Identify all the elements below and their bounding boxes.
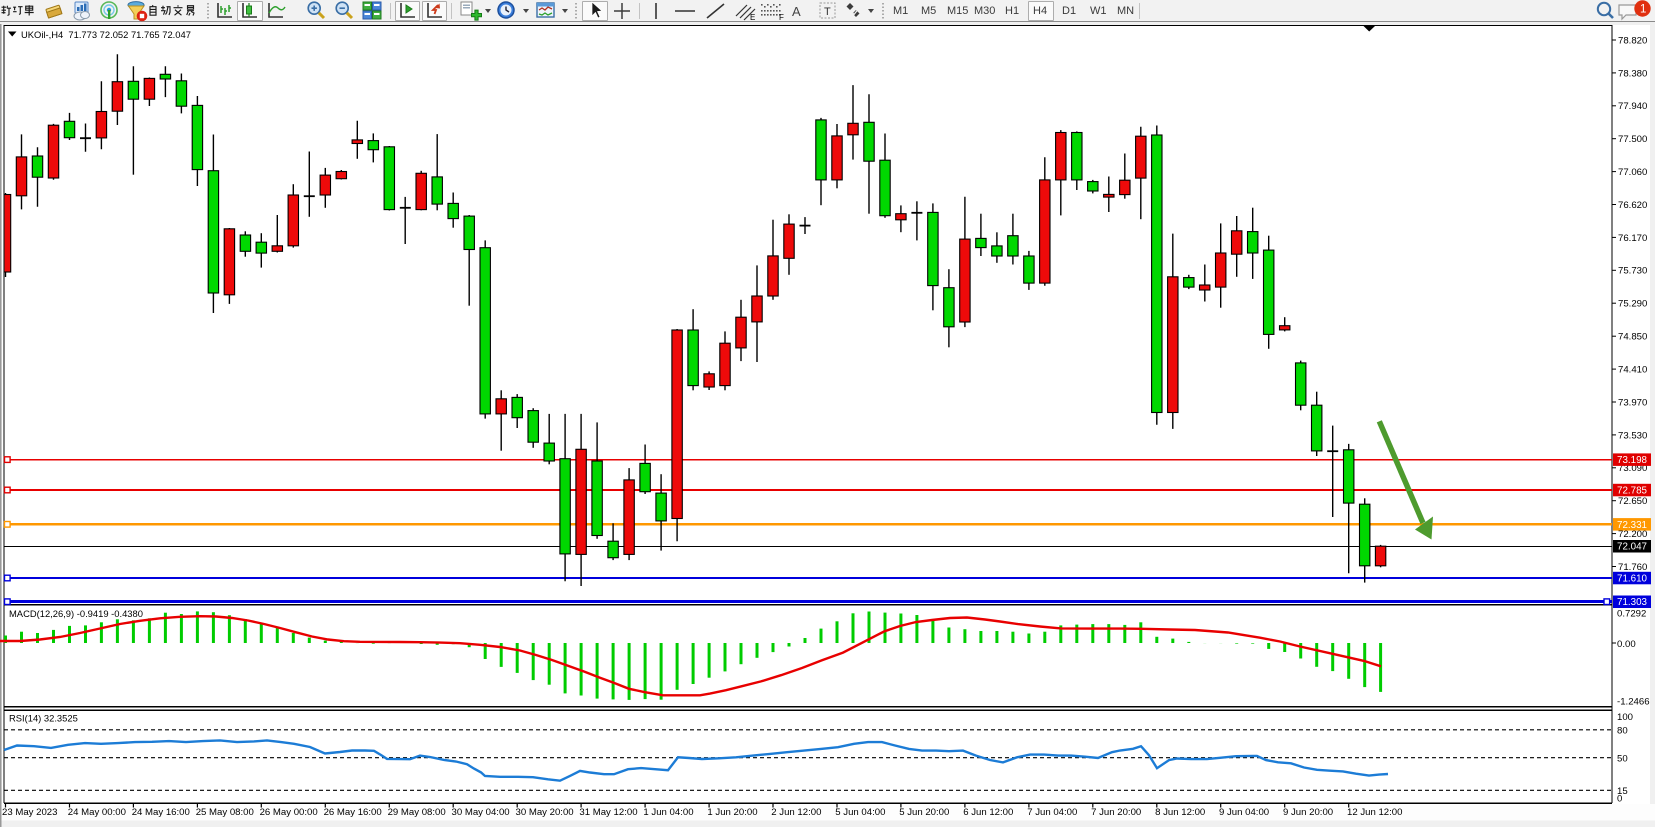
svg-text:77.060: 77.060 <box>1618 167 1647 178</box>
svg-text:0: 0 <box>1617 793 1622 804</box>
svg-text:24 May 00:00: 24 May 00:00 <box>68 807 126 818</box>
svg-text:9 Jun 04:00: 9 Jun 04:00 <box>1219 807 1269 818</box>
svg-text:25 May 08:00: 25 May 08:00 <box>196 807 254 818</box>
svg-text:29 May 08:00: 29 May 08:00 <box>388 807 446 818</box>
svg-text:78.380: 78.380 <box>1618 68 1647 79</box>
svg-text:F: F <box>779 13 784 22</box>
svg-text:0.7292: 0.7292 <box>1617 609 1646 620</box>
svg-text:80: 80 <box>1617 726 1628 737</box>
svg-text:24 May 16:00: 24 May 16:00 <box>132 807 190 818</box>
svg-text:73.198: 73.198 <box>1617 455 1648 466</box>
svg-text:77.940: 77.940 <box>1618 101 1647 112</box>
svg-text:72.047: 72.047 <box>1617 542 1647 553</box>
svg-text:8 Jun 12:00: 8 Jun 12:00 <box>1155 807 1205 818</box>
svg-text:26 May 00:00: 26 May 00:00 <box>260 807 318 818</box>
svg-text:71.760: 71.760 <box>1618 562 1647 573</box>
svg-text:7 Jun 04:00: 7 Jun 04:00 <box>1027 807 1077 818</box>
svg-text:30 May 20:00: 30 May 20:00 <box>516 807 574 818</box>
svg-text:UKOil-,H4 71.773 72.052 71.76: UKOil-,H4 71.773 72.052 71.765 72.047 <box>21 29 191 40</box>
svg-text:5 Jun 20:00: 5 Jun 20:00 <box>899 807 949 818</box>
svg-text:75.290: 75.290 <box>1618 299 1647 310</box>
svg-text:100: 100 <box>1617 712 1633 723</box>
svg-text:72.650: 72.650 <box>1618 496 1647 507</box>
svg-text:72.200: 72.200 <box>1618 529 1647 540</box>
svg-text:71.303: 71.303 <box>1617 597 1648 608</box>
svg-text:23 May 2023: 23 May 2023 <box>2 807 57 818</box>
svg-text:12 Jun 12:00: 12 Jun 12:00 <box>1347 807 1402 818</box>
svg-text:0.00: 0.00 <box>1617 639 1636 650</box>
svg-text:MACD(12,26,9) -0.9419 -0.4380: MACD(12,26,9) -0.9419 -0.4380 <box>9 608 143 619</box>
svg-text:9 Jun 20:00: 9 Jun 20:00 <box>1283 807 1333 818</box>
svg-text:15: 15 <box>1617 786 1628 797</box>
svg-text:1 Jun 04:00: 1 Jun 04:00 <box>643 807 693 818</box>
svg-text:1: 1 <box>1640 4 1646 16</box>
svg-text:74.850: 74.850 <box>1618 332 1647 343</box>
svg-text:77.500: 77.500 <box>1618 134 1647 145</box>
svg-text:RSI(14) 32.3525: RSI(14) 32.3525 <box>9 713 78 724</box>
svg-text:71.610: 71.610 <box>1617 574 1648 585</box>
svg-text:26 May 16:00: 26 May 16:00 <box>324 807 382 818</box>
svg-text:72.785: 72.785 <box>1617 486 1648 497</box>
svg-text:31 May 12:00: 31 May 12:00 <box>579 807 637 818</box>
svg-text:74.410: 74.410 <box>1618 365 1647 376</box>
svg-text:5 Jun 04:00: 5 Jun 04:00 <box>835 807 885 818</box>
svg-text:6 Jun 12:00: 6 Jun 12:00 <box>963 807 1013 818</box>
svg-text:73.530: 73.530 <box>1618 430 1647 441</box>
svg-text:73.970: 73.970 <box>1618 397 1647 408</box>
svg-text:72.331: 72.331 <box>1617 520 1647 531</box>
svg-text:-1.2466: -1.2466 <box>1617 696 1650 707</box>
svg-text:7 Jun 20:00: 7 Jun 20:00 <box>1091 807 1141 818</box>
svg-text:30 May 04:00: 30 May 04:00 <box>452 807 510 818</box>
svg-text:1 Jun 20:00: 1 Jun 20:00 <box>707 807 757 818</box>
svg-text:73.090: 73.090 <box>1618 463 1647 474</box>
svg-text:2 Jun 12:00: 2 Jun 12:00 <box>771 807 821 818</box>
svg-text:76.620: 76.620 <box>1618 200 1647 211</box>
svg-text:76.170: 76.170 <box>1618 233 1647 244</box>
svg-text:E: E <box>750 13 755 22</box>
svg-text:T: T <box>824 6 831 18</box>
svg-text:50: 50 <box>1617 754 1628 765</box>
svg-text:78.820: 78.820 <box>1618 35 1647 46</box>
svg-text:75.730: 75.730 <box>1618 266 1647 277</box>
